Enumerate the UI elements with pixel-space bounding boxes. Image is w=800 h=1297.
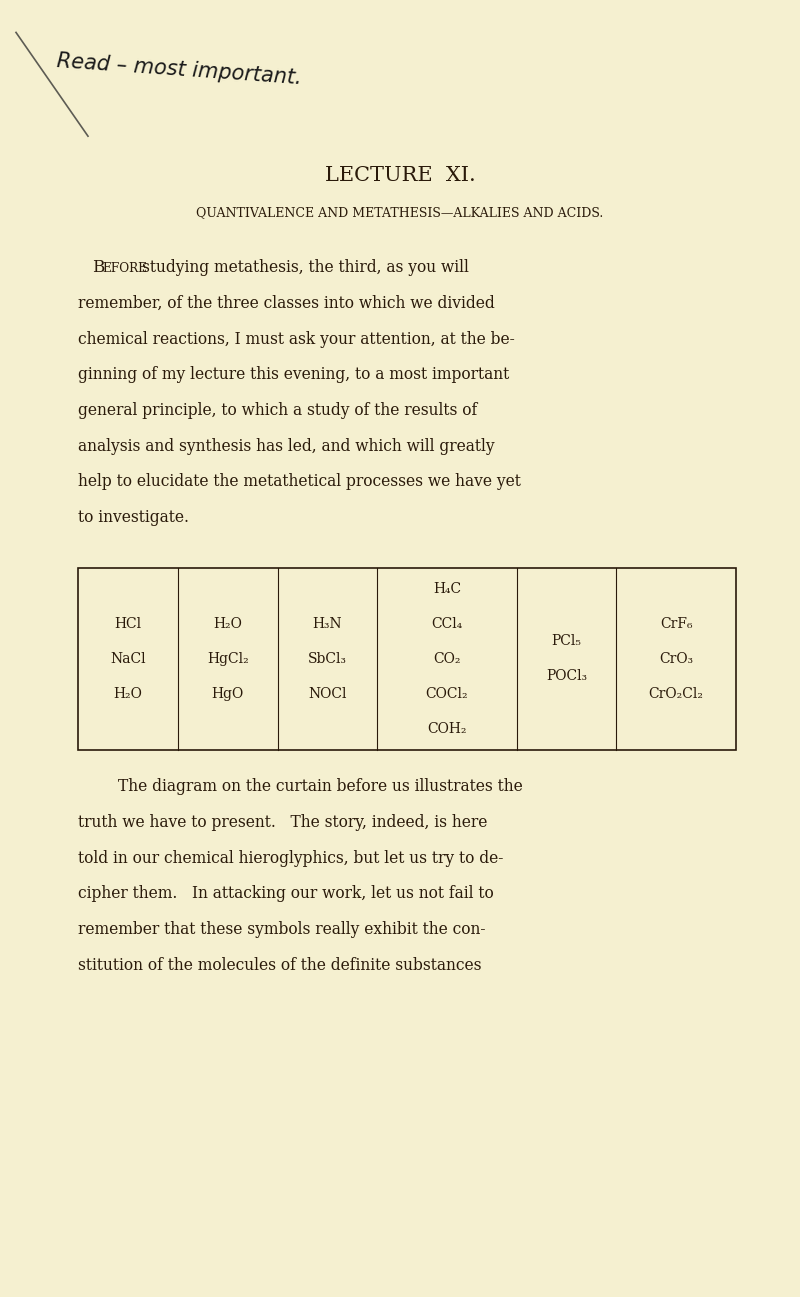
Text: cipher them.   In attacking our work, let us not fail to: cipher them. In attacking our work, let … (78, 885, 494, 903)
Text: SbCl₃: SbCl₃ (308, 652, 347, 665)
Text: PCl₅: PCl₅ (552, 634, 582, 648)
Text: remember, of the three classes into which we divided: remember, of the three classes into whic… (78, 294, 495, 313)
Text: NOCl: NOCl (308, 687, 346, 700)
Text: studying metathesis, the third, as you will: studying metathesis, the third, as you w… (142, 259, 470, 276)
Text: HCl: HCl (114, 617, 142, 630)
Text: POCl₃: POCl₃ (546, 669, 587, 684)
Text: general principle, to which a study of the results of: general principle, to which a study of t… (78, 402, 478, 419)
Text: QUANTIVALENCE AND METATHESIS—ALKALIES AND ACIDS.: QUANTIVALENCE AND METATHESIS—ALKALIES AN… (196, 206, 604, 219)
Text: H₂O: H₂O (214, 617, 242, 630)
Text: LECTURE  XI.: LECTURE XI. (325, 166, 475, 184)
Text: remember that these symbols really exhibit the con-: remember that these symbols really exhib… (78, 921, 486, 938)
Text: truth we have to present.   The story, indeed, is here: truth we have to present. The story, ind… (78, 815, 488, 831)
Text: analysis and synthesis has led, and which will greatly: analysis and synthesis has led, and whic… (78, 437, 495, 455)
Text: H₄C: H₄C (433, 582, 461, 595)
Text: to investigate.: to investigate. (78, 510, 190, 527)
Text: CCl₄: CCl₄ (431, 617, 462, 630)
Text: chemical reactions, I must ask your attention, at the be-: chemical reactions, I must ask your atte… (78, 331, 515, 348)
Bar (78, 568, 736, 750)
Text: NaCl: NaCl (110, 652, 146, 665)
Text: HgO: HgO (212, 687, 244, 700)
Text: CO₂: CO₂ (434, 652, 461, 665)
Text: stitution of the molecules of the definite substances: stitution of the molecules of the defini… (78, 957, 482, 974)
Text: ginning of my lecture this evening, to a most important: ginning of my lecture this evening, to a… (78, 366, 510, 384)
Text: Read – most important.: Read – most important. (56, 51, 302, 88)
Text: CrO₃: CrO₃ (659, 652, 694, 665)
Text: CrO₂Cl₂: CrO₂Cl₂ (649, 687, 704, 700)
Text: told in our chemical hieroglyphics, but let us try to de-: told in our chemical hieroglyphics, but … (78, 850, 504, 866)
Text: H₃N: H₃N (313, 617, 342, 630)
Text: COCl₂: COCl₂ (426, 687, 468, 700)
Text: HgCl₂: HgCl₂ (207, 652, 249, 665)
Text: CrF₆: CrF₆ (660, 617, 693, 630)
Text: H₂O: H₂O (114, 687, 142, 700)
Text: COH₂: COH₂ (427, 722, 467, 735)
Text: B: B (92, 259, 104, 276)
Text: EFORE: EFORE (102, 262, 147, 275)
Text: help to elucidate the metathetical processes we have yet: help to elucidate the metathetical proce… (78, 473, 522, 490)
Text: The diagram on the curtain before us illustrates the: The diagram on the curtain before us ill… (118, 778, 523, 795)
